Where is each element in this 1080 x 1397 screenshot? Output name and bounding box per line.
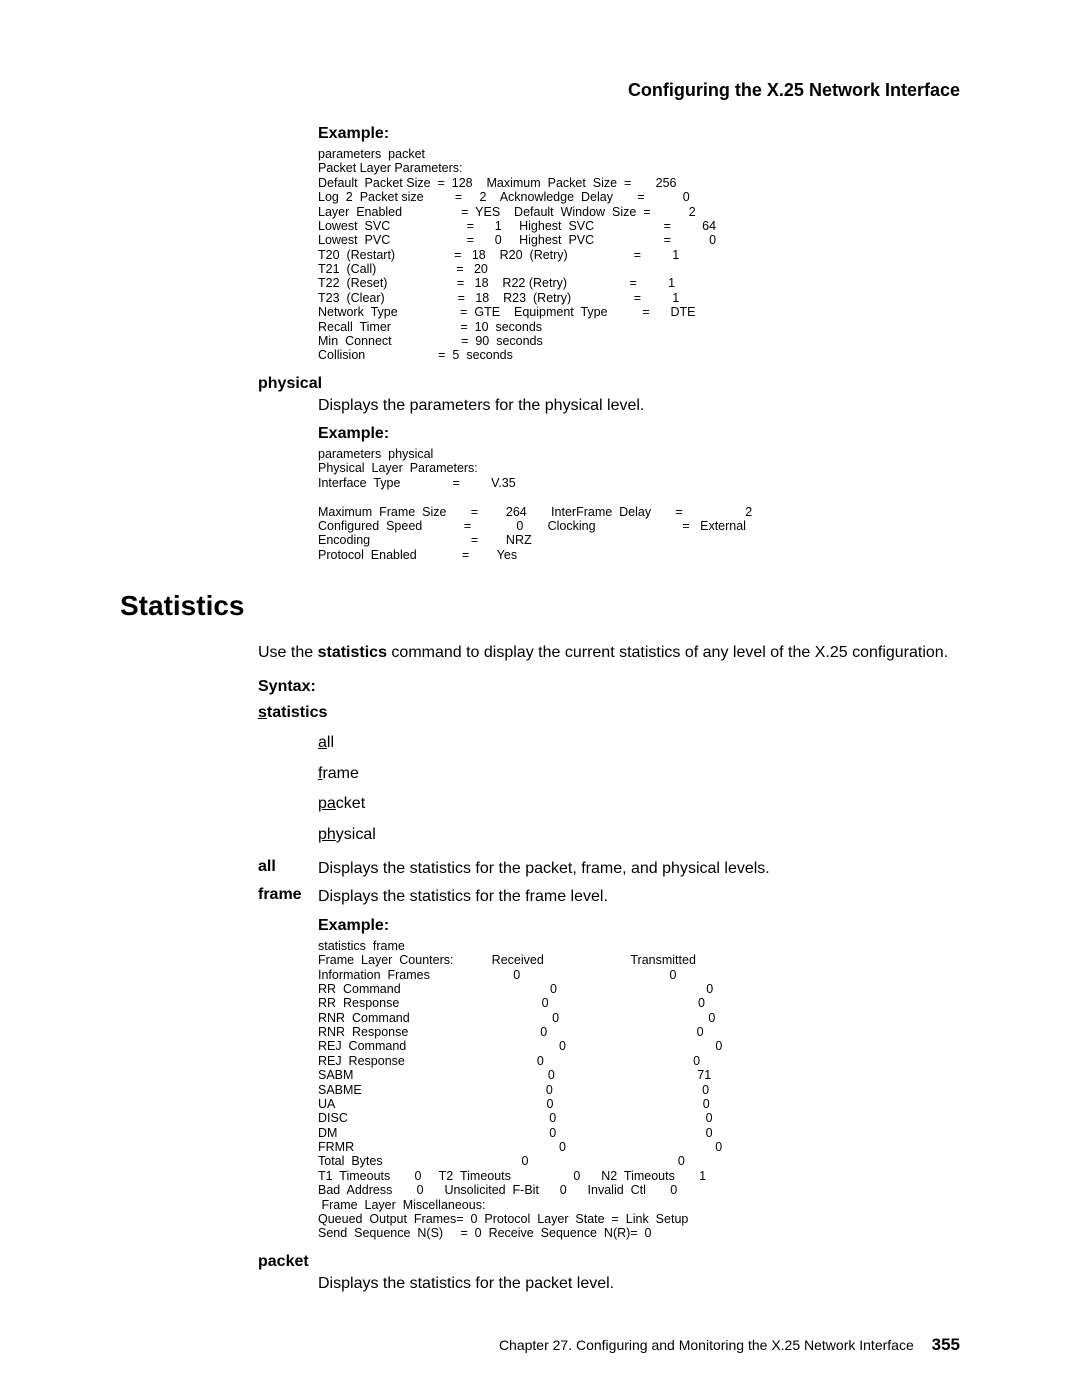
cmd-rest: tatistics <box>267 704 327 721</box>
statistics-intro: Use the statistics command to display th… <box>258 642 960 664</box>
opt-u: ph <box>318 826 336 843</box>
example-code-2: parameters physical Physical Layer Param… <box>318 447 960 562</box>
opt-u: a <box>318 734 327 751</box>
page-footer: Chapter 27. Configuring and Monitoring t… <box>120 1335 960 1355</box>
footer-page-num: 355 <box>932 1335 960 1354</box>
frame-desc: Displays the statistics for the frame le… <box>318 886 608 908</box>
option-list: all frame packet physical <box>318 728 960 850</box>
physical-label: physical <box>258 375 960 393</box>
option-frame: frame <box>318 759 960 789</box>
physical-desc: Displays the parameters for the physical… <box>318 395 960 417</box>
example-code-3: statistics frame Frame Layer Counters: R… <box>318 939 960 1241</box>
frame-row: frame Displays the statistics for the fr… <box>258 886 960 908</box>
footer-chapter: Chapter 27. Configuring and Monitoring t… <box>499 1337 914 1353</box>
opt-rest: rame <box>322 765 358 782</box>
example-heading-1: Example: <box>318 125 960 143</box>
all-key: all <box>258 858 318 880</box>
page-title: Configuring the X.25 Network Interface <box>120 80 960 101</box>
syntax-heading: Syntax: <box>258 678 960 696</box>
opt-rest: ll <box>327 734 334 751</box>
opt-u: pa <box>318 795 336 812</box>
opt-rest: ysical <box>336 826 376 843</box>
command-name: statistics <box>258 704 960 722</box>
packet-desc: Displays the statistics for the packet l… <box>318 1273 960 1295</box>
example-heading-3: Example: <box>318 917 960 935</box>
opt-rest: cket <box>336 795 365 812</box>
intro-pre: Use the <box>258 644 318 661</box>
page-content: Configuring the X.25 Network Interface E… <box>0 0 1080 1395</box>
intro-bold: statistics <box>318 644 387 661</box>
option-all: all <box>318 728 960 758</box>
statistics-heading: Statistics <box>120 590 960 622</box>
option-packet: packet <box>318 789 960 819</box>
example-heading-2: Example: <box>318 425 960 443</box>
intro-post: command to display the current statistic… <box>387 644 948 661</box>
packet-label: packet <box>258 1253 960 1271</box>
option-physical: physical <box>318 820 960 850</box>
frame-key: frame <box>258 886 318 908</box>
cmd-underline: s <box>258 704 267 721</box>
example-code-1: parameters packet Packet Layer Parameter… <box>318 147 960 363</box>
all-row: all Displays the statistics for the pack… <box>258 858 960 880</box>
all-desc: Displays the statistics for the packet, … <box>318 858 770 880</box>
